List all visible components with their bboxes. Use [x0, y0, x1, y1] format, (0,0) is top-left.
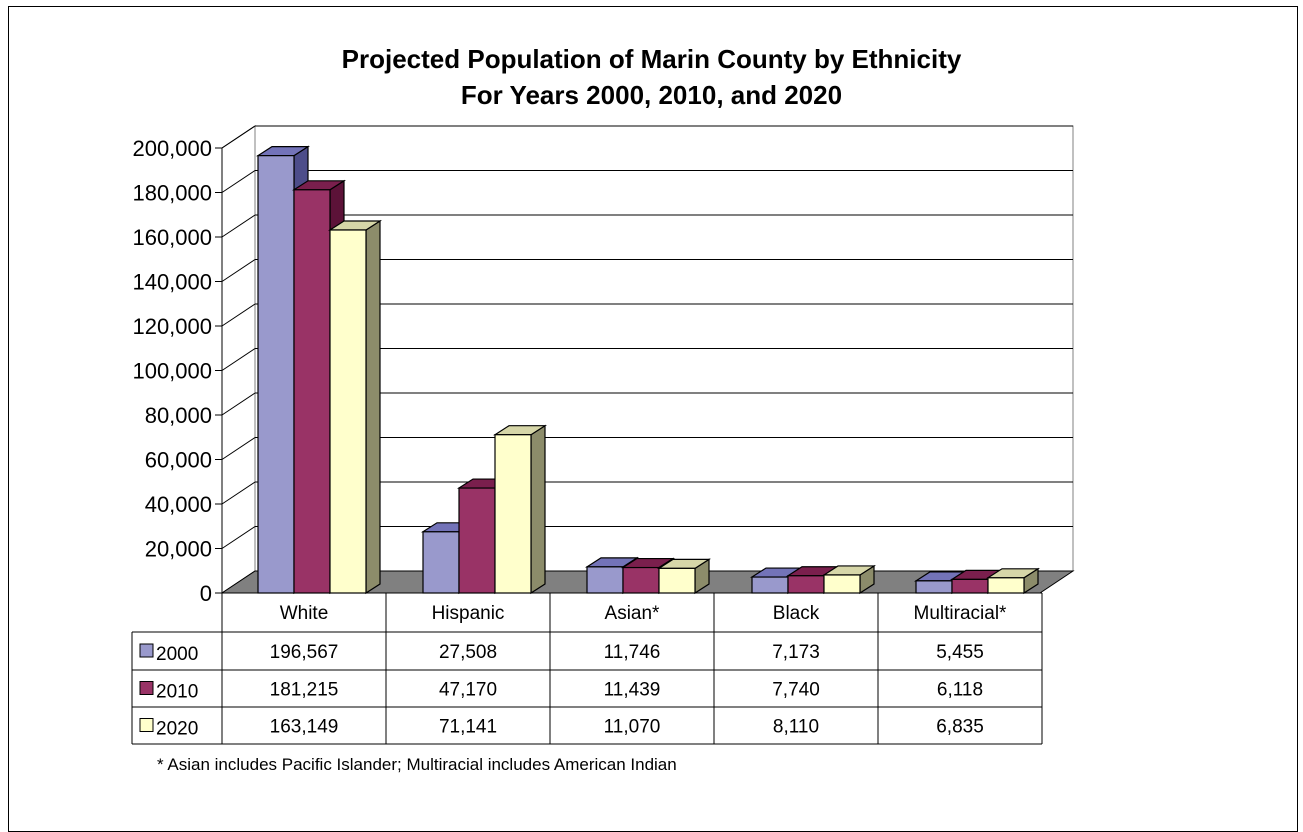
gridline-side — [221, 392, 256, 416]
bar — [951, 578, 989, 594]
table-cell: 181,215 — [270, 680, 339, 701]
bar — [586, 566, 624, 594]
table-cell: 6,835 — [936, 717, 984, 738]
table-cell: 7,740 — [772, 680, 820, 701]
category-label: White — [280, 603, 329, 624]
table-cell: 6,118 — [937, 680, 983, 701]
y-tick-label: 0 — [200, 581, 212, 606]
legend-swatch — [139, 681, 154, 695]
table-cell: 11,070 — [604, 717, 661, 738]
data-table: White Hispanic Asian* Black Multiracial* 2000… — [131, 592, 1043, 745]
bar — [622, 566, 660, 594]
legend-swatch — [139, 718, 154, 732]
y-tick-label: 120,000 — [132, 314, 212, 339]
gridline-side — [221, 259, 256, 282]
chart-title-line1: Projected Population of Marin County by … — [341, 44, 962, 74]
chart-title-line2: For Years 2000, 2010, and 2020 — [460, 80, 843, 110]
bar — [329, 229, 367, 594]
gridline-side — [221, 214, 256, 238]
table-cell: 71,141 — [439, 717, 497, 738]
gridline-side — [221, 125, 256, 149]
y-tick-label: 160,000 — [132, 225, 212, 250]
bar — [422, 531, 460, 594]
legend-label: 2020 — [156, 719, 198, 740]
y-tick-label: 180,000 — [132, 181, 212, 206]
bar — [658, 567, 696, 594]
table-cell: 7,173 — [772, 642, 820, 663]
bar — [494, 434, 532, 594]
legend-swatch — [139, 643, 154, 658]
gridline-side — [221, 348, 256, 371]
y-tick-label: 60,000 — [145, 448, 212, 473]
gridline-side — [221, 437, 256, 460]
bar-side — [365, 219, 381, 595]
bar — [987, 577, 1025, 594]
y-tick-label: 80,000 — [145, 403, 212, 428]
bar — [458, 487, 496, 594]
gridline-side — [221, 170, 256, 193]
y-tick-label: 20,000 — [145, 537, 212, 562]
bar-side — [530, 424, 546, 595]
gridline-side — [221, 481, 256, 505]
legend-label: 2010 — [156, 682, 198, 703]
bar — [787, 575, 825, 594]
y-tick-label: 140,000 — [132, 270, 212, 295]
y-tick-label: 100,000 — [132, 359, 212, 384]
y-tick-label: 40,000 — [145, 492, 212, 517]
bar — [823, 574, 861, 594]
bar — [257, 155, 295, 594]
table-cell: 196,567 — [270, 642, 339, 663]
table-cell: 5,455 — [936, 642, 984, 663]
category-label: Black — [773, 603, 820, 624]
legend-label: 2000 — [156, 644, 198, 665]
bar — [751, 576, 789, 594]
category-label: Multiracial* — [914, 603, 1008, 624]
table-cell: 11,746 — [604, 642, 661, 663]
table-cell: 11,439 — [604, 680, 661, 701]
table-cell: 27,508 — [439, 642, 497, 663]
table-cell: 163,149 — [270, 717, 339, 738]
gridline-side — [221, 526, 256, 549]
gridline-side — [221, 303, 256, 327]
table-cell: 8,110 — [773, 717, 819, 738]
table-cell: 47,170 — [439, 680, 497, 701]
footnote: * Asian includes Pacific Islander; Multi… — [157, 755, 677, 774]
y-tick-label: 200,000 — [132, 136, 212, 161]
category-label: Asian* — [605, 603, 661, 624]
bar — [915, 580, 953, 594]
bar — [293, 189, 331, 594]
category-label: Hispanic — [432, 603, 505, 624]
